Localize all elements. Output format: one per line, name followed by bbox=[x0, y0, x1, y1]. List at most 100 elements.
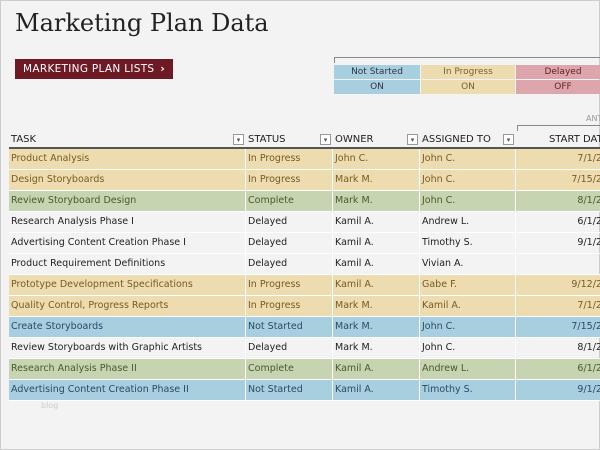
table-row[interactable]: Design Storyboards In Progress Mark M. John… bbox=[9, 170, 600, 191]
assigned-to-cell[interactable]: John C. bbox=[420, 170, 516, 190]
start-date-cell[interactable]: 6/1/20 bbox=[516, 212, 600, 232]
column-header-task[interactable]: TASK ▾ bbox=[9, 132, 246, 147]
section-bracket bbox=[517, 125, 600, 131]
assigned-to-cell[interactable]: Timothy S. bbox=[420, 380, 516, 400]
task-cell[interactable]: Create Storyboards bbox=[9, 317, 246, 337]
status-cell[interactable]: In Progress bbox=[246, 149, 333, 169]
task-cell[interactable]: Research Analysis Phase II bbox=[9, 359, 246, 379]
status-cell[interactable]: Complete bbox=[246, 191, 333, 211]
header-row: TASK ▾ STATUS ▾ OWNER ▾ ASSIGNED TO ▾ START DATE bbox=[9, 132, 600, 149]
status-cell[interactable]: Delayed bbox=[246, 254, 333, 274]
table-row[interactable]: Product Requirement Definitions Delayed Ka… bbox=[9, 254, 600, 275]
owner-cell[interactable]: Kamil A. bbox=[333, 254, 420, 274]
assigned-to-cell[interactable]: Andrew L. bbox=[420, 359, 516, 379]
filter-dropdown-icon[interactable]: ▾ bbox=[320, 134, 331, 145]
assigned-to-cell[interactable]: Timothy S. bbox=[420, 233, 516, 253]
task-cell[interactable]: Prototype Development Specifications bbox=[9, 275, 246, 295]
status-cell[interactable]: In Progress bbox=[246, 170, 333, 190]
toggle-in-progress[interactable]: ON bbox=[421, 80, 515, 94]
start-date-cell[interactable] bbox=[516, 254, 600, 274]
owner-cell[interactable]: Mark M. bbox=[333, 296, 420, 316]
start-date-cell[interactable]: 9/12/20 bbox=[516, 275, 600, 295]
table-row[interactable]: Review Storyboard Design Complete Mark M. J… bbox=[9, 191, 600, 212]
column-header-assigned-to[interactable]: ASSIGNED TO ▾ bbox=[420, 132, 516, 147]
owner-cell[interactable]: Mark M. bbox=[333, 191, 420, 211]
legend-in-progress: In Progress bbox=[421, 65, 515, 79]
status-cell[interactable]: Delayed bbox=[246, 338, 333, 358]
toggle-delayed[interactable]: OFF bbox=[516, 80, 600, 94]
table-row[interactable]: Advertising Content Creation Phase II Not… bbox=[9, 380, 600, 401]
task-cell[interactable]: Research Analysis Phase I bbox=[9, 212, 246, 232]
assigned-to-cell[interactable]: Kamil A. bbox=[420, 296, 516, 316]
assigned-to-cell[interactable]: John C. bbox=[420, 191, 516, 211]
owner-cell[interactable]: Kamil A. bbox=[333, 212, 420, 232]
filter-dropdown-icon[interactable]: ▾ bbox=[503, 134, 514, 145]
owner-cell[interactable]: Kamil A. bbox=[333, 380, 420, 400]
column-header-status[interactable]: STATUS ▾ bbox=[246, 132, 333, 147]
owner-cell[interactable]: Kamil A. bbox=[333, 359, 420, 379]
status-filter-legend: Not Started In Progress Delayed ON ON OF… bbox=[334, 65, 600, 94]
table-row[interactable]: Review Storyboards with Graphic Artists D… bbox=[9, 338, 600, 359]
task-cell[interactable]: Quality Control, Progress Reports bbox=[9, 296, 246, 316]
task-cell[interactable]: Advertising Content Creation Phase II bbox=[9, 380, 246, 400]
marketing-plan-lists-button[interactable]: MARKETING PLAN LISTS › bbox=[15, 59, 173, 79]
column-header-label: ASSIGNED TO bbox=[422, 134, 491, 145]
status-cell[interactable]: Delayed bbox=[246, 212, 333, 232]
assigned-to-cell[interactable]: Andrew L. bbox=[420, 212, 516, 232]
start-date-cell[interactable]: 9/1/20 bbox=[516, 233, 600, 253]
column-header-label: TASK bbox=[11, 134, 37, 145]
column-header-owner[interactable]: OWNER ▾ bbox=[333, 132, 420, 147]
status-cell[interactable]: Complete bbox=[246, 359, 333, 379]
owner-cell[interactable]: John C. bbox=[333, 149, 420, 169]
table-row[interactable]: Research Analysis Phase II Complete Kamil … bbox=[9, 359, 600, 380]
owner-cell[interactable]: Kamil A. bbox=[333, 275, 420, 295]
assigned-to-cell[interactable]: John C. bbox=[420, 338, 516, 358]
status-cell[interactable]: In Progress bbox=[246, 296, 333, 316]
assigned-to-cell[interactable]: John C. bbox=[420, 317, 516, 337]
legend-bracket bbox=[334, 57, 600, 63]
column-header-label: OWNER bbox=[335, 134, 374, 145]
status-cell[interactable]: Not Started bbox=[246, 317, 333, 337]
table-row[interactable]: Quality Control, Progress Reports In Prog… bbox=[9, 296, 600, 317]
task-cell[interactable]: Advertising Content Creation Phase I bbox=[9, 233, 246, 253]
filter-dropdown-icon[interactable]: ▾ bbox=[407, 134, 418, 145]
owner-cell[interactable]: Mark M. bbox=[333, 338, 420, 358]
task-cell[interactable]: Design Storyboards bbox=[9, 170, 246, 190]
start-date-cell[interactable]: 7/1/20 bbox=[516, 296, 600, 316]
assigned-to-cell[interactable]: John C. bbox=[420, 149, 516, 169]
assigned-to-cell[interactable]: Gabe F. bbox=[420, 275, 516, 295]
column-header-label: START DATE bbox=[548, 134, 600, 145]
table-row[interactable]: Prototype Development Specifications In P… bbox=[9, 275, 600, 296]
status-cell[interactable]: Not Started bbox=[246, 380, 333, 400]
assigned-to-cell[interactable]: Vivian A. bbox=[420, 254, 516, 274]
task-table: TASK ▾ STATUS ▾ OWNER ▾ ASSIGNED TO ▾ START DATE… bbox=[9, 132, 600, 401]
legend-delayed: Delayed bbox=[516, 65, 600, 79]
chevron-right-icon: › bbox=[160, 63, 165, 75]
task-cell[interactable]: Product Analysis bbox=[9, 149, 246, 169]
task-cell[interactable]: Product Requirement Definitions bbox=[9, 254, 246, 274]
owner-cell[interactable]: Kamil A. bbox=[333, 233, 420, 253]
start-date-cell[interactable]: 7/1/20 bbox=[516, 149, 600, 169]
task-cell[interactable]: Review Storyboard Design bbox=[9, 191, 246, 211]
start-date-cell[interactable]: 6/1/20 bbox=[516, 359, 600, 379]
status-cell[interactable]: In Progress bbox=[246, 275, 333, 295]
start-date-cell[interactable]: 8/1/20 bbox=[516, 338, 600, 358]
section-label: ANT bbox=[586, 114, 600, 123]
task-cell[interactable]: Review Storyboards with Graphic Artists bbox=[9, 338, 246, 358]
start-date-cell[interactable]: 7/15/20 bbox=[516, 317, 600, 337]
status-cell[interactable]: Delayed bbox=[246, 233, 333, 253]
owner-cell[interactable]: Mark M. bbox=[333, 170, 420, 190]
table-row[interactable]: Research Analysis Phase I Delayed Kamil A.… bbox=[9, 212, 600, 233]
start-date-cell[interactable]: 9/1/20 bbox=[516, 380, 600, 400]
start-date-cell[interactable]: 8/1/20 bbox=[516, 191, 600, 211]
column-header-label: STATUS bbox=[248, 134, 286, 145]
start-date-cell[interactable]: 7/15/20 bbox=[516, 170, 600, 190]
column-header-start-date[interactable]: START DATE bbox=[516, 132, 600, 147]
owner-cell[interactable]: Mark M. bbox=[333, 317, 420, 337]
filter-dropdown-icon[interactable]: ▾ bbox=[233, 134, 244, 145]
toggle-not-started[interactable]: ON bbox=[334, 80, 420, 94]
table-row[interactable]: Advertising Content Creation Phase I Dela… bbox=[9, 233, 600, 254]
table-row[interactable]: Product Analysis In Progress John C. John C… bbox=[9, 149, 600, 170]
button-label: MARKETING PLAN LISTS bbox=[23, 63, 155, 75]
table-row[interactable]: Create Storyboards Not Started Mark M. John… bbox=[9, 317, 600, 338]
